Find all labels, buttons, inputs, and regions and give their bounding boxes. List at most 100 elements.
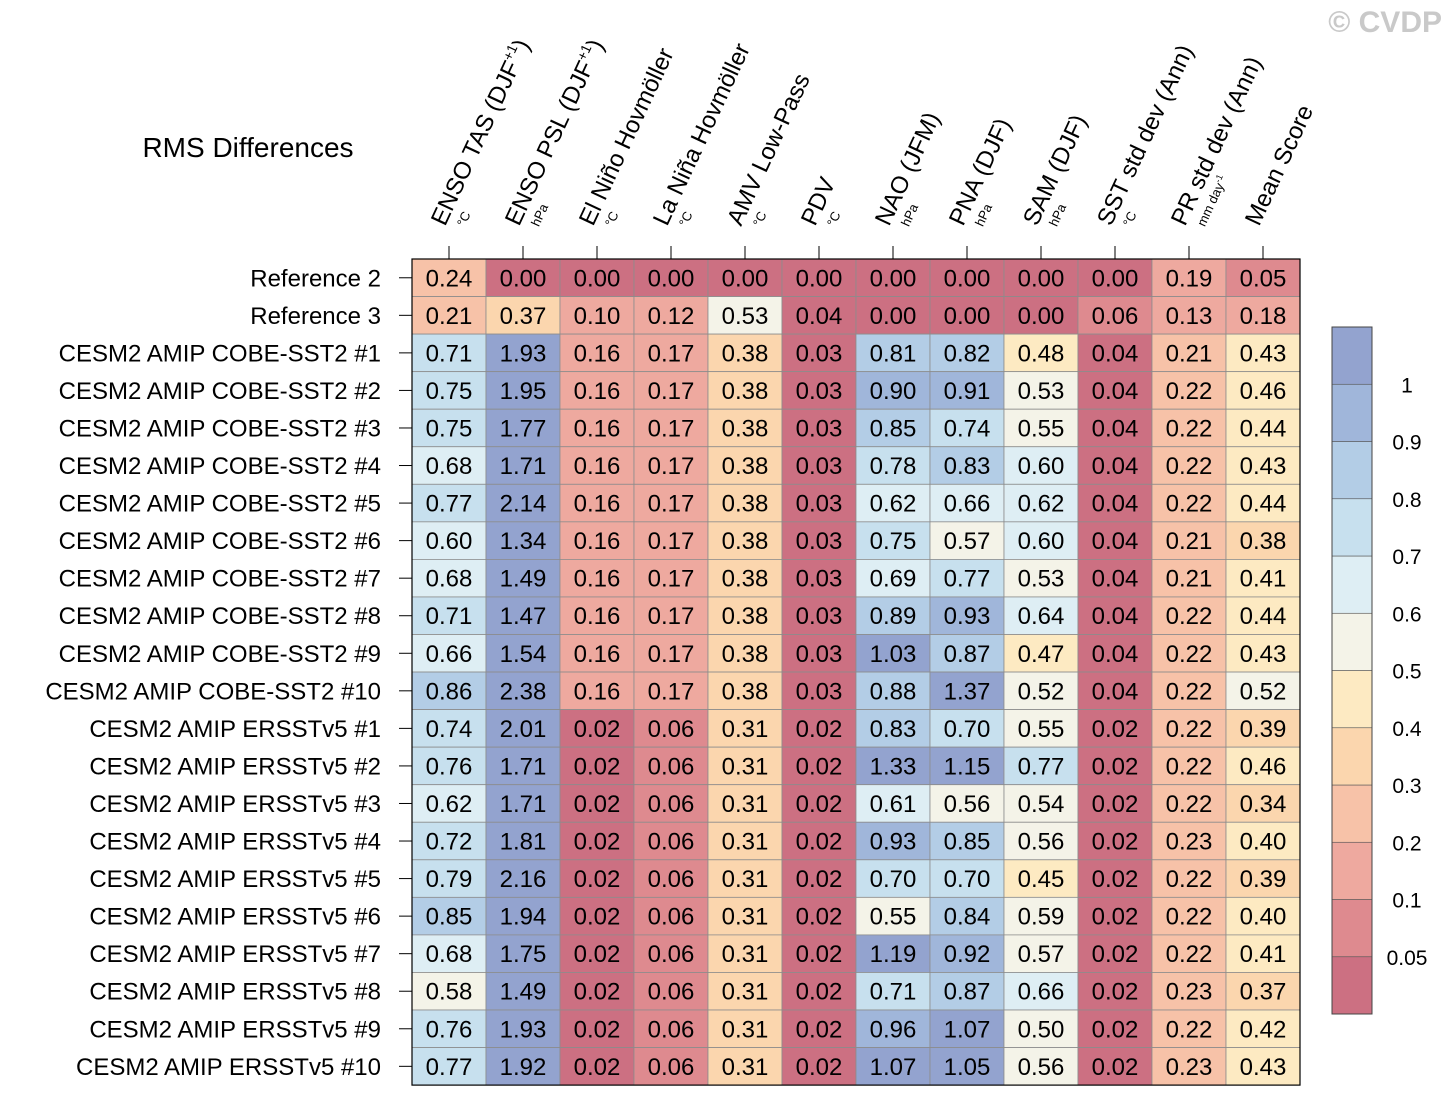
heatmap-cell — [485, 446, 561, 485]
heatmap-cell — [781, 634, 857, 673]
cell-value-label: 0.71 — [426, 603, 473, 630]
heatmap-cell — [1225, 258, 1301, 297]
cell-value-label: 0.02 — [574, 941, 621, 968]
heatmap-cell — [855, 483, 931, 523]
heatmap-cell — [855, 371, 931, 410]
heatmap-cell — [781, 784, 857, 823]
heatmap-cell — [855, 709, 931, 748]
heatmap-cell — [559, 446, 635, 485]
heatmap-cell — [1151, 333, 1227, 373]
heatmap-cell — [559, 258, 635, 297]
row-label: CESM2 AMIP COBE-SST2 #8 — [59, 603, 381, 630]
cell-value-label: 0.62 — [870, 491, 917, 518]
cell-value-label: 0.79 — [426, 866, 473, 893]
heatmap-cell — [855, 859, 931, 898]
cell-value-label: 1.71 — [500, 753, 547, 780]
heatmap-cell — [559, 1009, 635, 1048]
heatmap-cell — [707, 784, 783, 823]
cell-value-label: 1.19 — [870, 941, 917, 968]
cell-value-label: 0.85 — [426, 904, 473, 931]
heatmap-cell — [1077, 483, 1153, 523]
cell-value-label: 0.22 — [1166, 453, 1213, 480]
heatmap-cell — [1077, 371, 1153, 410]
cell-value-label: 0.02 — [1092, 1016, 1139, 1043]
heatmap-cell — [855, 296, 931, 335]
cell-value-label: 1.95 — [500, 378, 547, 405]
cell-value-label: 0.45 — [1018, 866, 1065, 893]
cell-value-label: 0.18 — [1240, 303, 1287, 330]
cell-value-label: 1.49 — [500, 979, 547, 1006]
colorbar-segment — [1331, 670, 1373, 729]
cell-value-label: 0.17 — [648, 491, 695, 518]
cell-value-label: 0.71 — [426, 340, 473, 367]
heatmap-cell — [1151, 408, 1227, 448]
heatmap-cell — [1225, 559, 1301, 598]
heatmap-cell — [1151, 972, 1227, 1011]
cell-value-label: 1.49 — [500, 566, 547, 593]
cell-value-label: 0.17 — [648, 453, 695, 480]
heatmap-cell — [1003, 1047, 1079, 1086]
cell-value-label: 0.75 — [426, 378, 473, 405]
heatmap-cell — [781, 521, 857, 560]
cell-value-label: 0.02 — [796, 1054, 843, 1081]
cell-value-label: 0.02 — [1092, 979, 1139, 1006]
heatmap-cell — [633, 746, 709, 786]
cell-value-label: 0.39 — [1240, 716, 1287, 743]
heatmap-cell — [1151, 859, 1227, 898]
colorbar-segment — [1331, 441, 1373, 500]
colorbar-tick-label: 0.6 — [1392, 603, 1421, 626]
cell-value-label: 0.31 — [722, 866, 769, 893]
heatmap-cell — [707, 559, 783, 598]
column-label-group: Mean Score — [1240, 101, 1319, 230]
cell-value-label: 0.60 — [426, 528, 473, 555]
heatmap-cell — [411, 972, 487, 1011]
heatmap-cell — [633, 596, 709, 635]
heatmap-cell — [1003, 483, 1079, 523]
colorbar-segment — [1331, 555, 1373, 614]
colorbar-segment — [1331, 612, 1373, 671]
heatmap-cell — [781, 972, 857, 1011]
heatmap-cell — [485, 934, 561, 973]
cell-value-label: 0.34 — [1240, 791, 1287, 818]
cell-value-label: 0.31 — [722, 1054, 769, 1081]
cell-value-label: 0.76 — [426, 1016, 473, 1043]
cell-value-label: 0.22 — [1166, 415, 1213, 442]
heatmap-cell — [559, 634, 635, 673]
cell-value-label: 0.43 — [1240, 453, 1287, 480]
cell-value-label: 0.02 — [796, 829, 843, 856]
heatmap-cell — [1003, 1009, 1079, 1048]
cell-value-label: 0.31 — [722, 753, 769, 780]
cell-value-label: 1.71 — [500, 453, 547, 480]
cell-value-label: 0.00 — [870, 265, 917, 292]
heatmap-cell — [1225, 896, 1301, 936]
heatmap-cell — [485, 559, 561, 598]
cell-value-label: 0.17 — [648, 378, 695, 405]
heatmap-cell — [559, 821, 635, 861]
heatmap-cell — [707, 634, 783, 673]
cell-value-label: 0.75 — [426, 415, 473, 442]
row-label: CESM2 AMIP ERSSTv5 #2 — [89, 753, 381, 780]
cell-value-label: 0.82 — [944, 340, 991, 367]
cell-value-label: 0.56 — [944, 791, 991, 818]
cell-value-label: 0.31 — [722, 716, 769, 743]
cell-value-label: 0.23 — [1166, 1054, 1213, 1081]
heatmap-cell — [1003, 934, 1079, 973]
column-label-group: PDV°C — [796, 173, 844, 229]
heatmap-cell — [855, 634, 931, 673]
heatmap-cell — [929, 559, 1005, 598]
heatmap-cell — [707, 483, 783, 523]
heatmap-cell — [411, 258, 487, 297]
heatmap-cell — [485, 671, 561, 710]
cell-value-label: 0.31 — [722, 979, 769, 1006]
cell-value-label: 0.55 — [870, 904, 917, 931]
heatmap-cell — [707, 1009, 783, 1048]
cell-value-label: 0.86 — [426, 678, 473, 705]
cell-value-label: 0.02 — [796, 941, 843, 968]
heatmap-cell — [781, 596, 857, 635]
cell-value-label: 0.06 — [648, 716, 695, 743]
cell-value-label: 0.04 — [1092, 566, 1139, 593]
cell-value-label: 0.83 — [870, 716, 917, 743]
heatmap-cell — [781, 333, 857, 373]
cell-value-label: 0.75 — [870, 528, 917, 555]
cell-value-label: 0.37 — [1240, 979, 1287, 1006]
